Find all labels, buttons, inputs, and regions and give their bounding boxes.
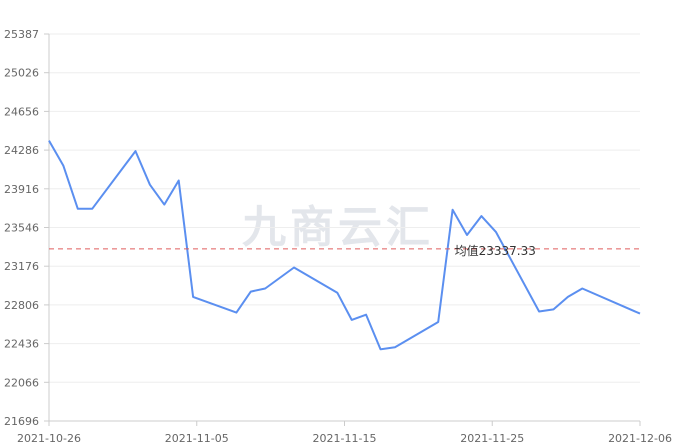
x-tick-label: 2021-12-06 xyxy=(608,432,672,445)
y-axis: 21696 22066 22436 22806 23176 23546 23916 24286… xyxy=(4,28,50,428)
x-tick-label: 2021-10-26 xyxy=(17,432,81,445)
y-tick-label: 24286 xyxy=(4,144,39,157)
y-tick-label: 21696 xyxy=(4,415,39,428)
x-tick-label: 2021-11-05 xyxy=(165,432,229,445)
series-line xyxy=(48,140,641,351)
x-tick-label: 2021-11-15 xyxy=(313,432,377,445)
y-tick-label: 23176 xyxy=(4,260,39,273)
series-layer xyxy=(48,140,641,351)
y-tick-label: 25026 xyxy=(4,67,39,80)
x-axis: 2021-10-26 2021-11-05 2021-11-15 2021-11-25… xyxy=(17,420,672,445)
y-tick-label: 22806 xyxy=(4,299,39,312)
y-tick-label: 22066 xyxy=(4,376,39,389)
y-tick-label: 23916 xyxy=(4,183,39,196)
y-tick-label: 23546 xyxy=(4,222,39,235)
x-tick-label: 2021-11-25 xyxy=(460,432,524,445)
y-tick-label: 25387 xyxy=(4,28,39,41)
average-label: 均值23337.33 xyxy=(455,243,536,258)
y-tick-label: 22436 xyxy=(4,338,39,351)
y-tick-label: 24656 xyxy=(4,105,39,118)
